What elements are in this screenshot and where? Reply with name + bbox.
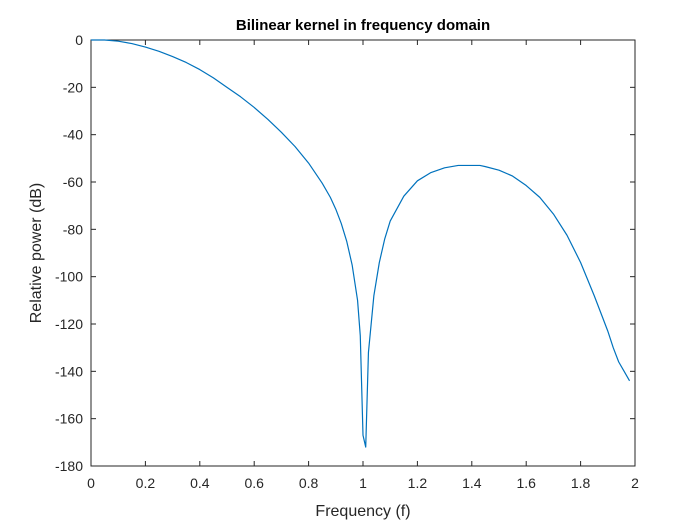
- series-layer: [91, 39, 631, 448]
- x-tick-label: 0.4: [190, 475, 210, 491]
- x-tick-label: 1: [359, 475, 367, 491]
- y-axis-ticks: 0 -20 -40 -60 -80 -100 -120 -140 -160 -180: [55, 32, 635, 474]
- y-tick-label: -180: [55, 458, 83, 474]
- x-axis-ticks: 0 0.2 0.4 0.6 0.8 1 1.2 1.4 1.6 1.8 2: [87, 40, 639, 491]
- x-tick-label: 1.4: [462, 475, 482, 491]
- x-tick-label: 0.2: [136, 475, 156, 491]
- plot-area: [90, 39, 636, 467]
- y-tick-label: -120: [55, 316, 83, 332]
- x-axis-label: Frequency (f): [315, 503, 410, 520]
- y-tick-label: -60: [63, 174, 83, 190]
- y-tick-label: -20: [63, 79, 83, 95]
- x-tick-label: 0: [87, 475, 95, 491]
- y-tick-label: -100: [55, 269, 83, 285]
- chart-title: Bilinear kernel in frequency domain: [236, 17, 490, 34]
- series-line-0: [91, 39, 631, 448]
- x-tick-label: 1.2: [408, 475, 428, 491]
- y-tick-label: 0: [75, 32, 83, 48]
- y-tick-label: -140: [55, 363, 83, 379]
- x-tick-label: 0.8: [299, 475, 319, 491]
- x-tick-label: 0.6: [244, 475, 264, 491]
- y-tick-label: -160: [55, 411, 83, 427]
- x-tick-label: 2: [631, 475, 639, 491]
- x-tick-label: 1.6: [516, 475, 536, 491]
- y-tick-label: -80: [63, 221, 83, 237]
- y-axis-label: Relative power (dB): [28, 183, 45, 324]
- y-tick-label: -40: [63, 127, 83, 143]
- x-tick-label: 1.8: [571, 475, 591, 491]
